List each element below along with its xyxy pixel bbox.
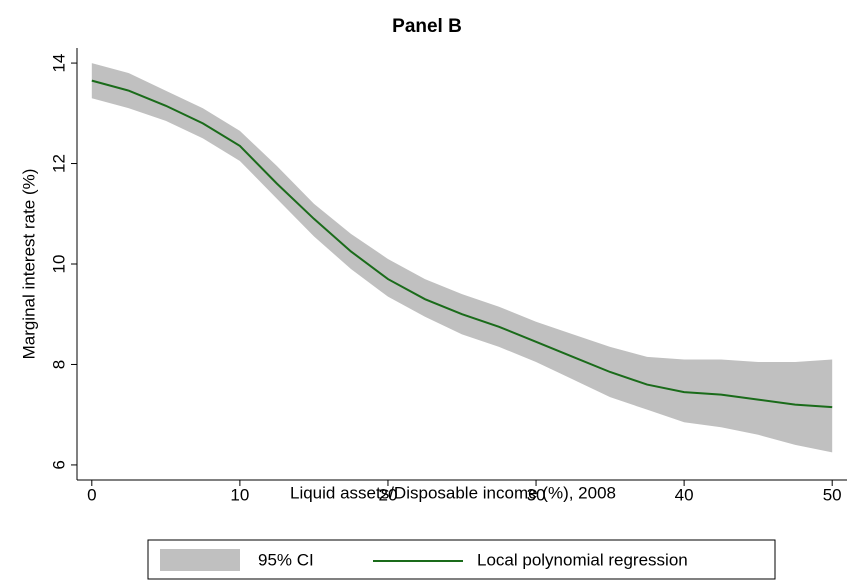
legend-swatch-ci xyxy=(160,549,240,571)
x-tick-label: 10 xyxy=(230,485,249,504)
y-tick-label: 6 xyxy=(49,460,68,469)
y-axis-label: Marginal interest rate (%) xyxy=(19,169,38,360)
x-tick-label: 40 xyxy=(675,485,694,504)
x-tick-label: 0 xyxy=(87,485,96,504)
legend-label: Local polynomial regression xyxy=(477,550,688,569)
x-tick-label: 50 xyxy=(823,485,842,504)
chart-title: Panel B xyxy=(392,16,462,37)
regression-line xyxy=(91,79,833,409)
y-tick-label: 14 xyxy=(49,54,68,73)
legend-label: 95% CI xyxy=(258,550,314,569)
legend-box xyxy=(147,539,776,580)
y-tick-label: 12 xyxy=(49,154,68,173)
x-tick-label: 30 xyxy=(527,485,546,504)
x-tick-label: 20 xyxy=(379,485,398,504)
y-tick-label: 10 xyxy=(49,255,68,274)
ci-band xyxy=(91,63,833,453)
x-axis-label: Liquid assets/Disposable income (%), 200… xyxy=(290,483,616,502)
y-tick-label: 8 xyxy=(49,360,68,369)
